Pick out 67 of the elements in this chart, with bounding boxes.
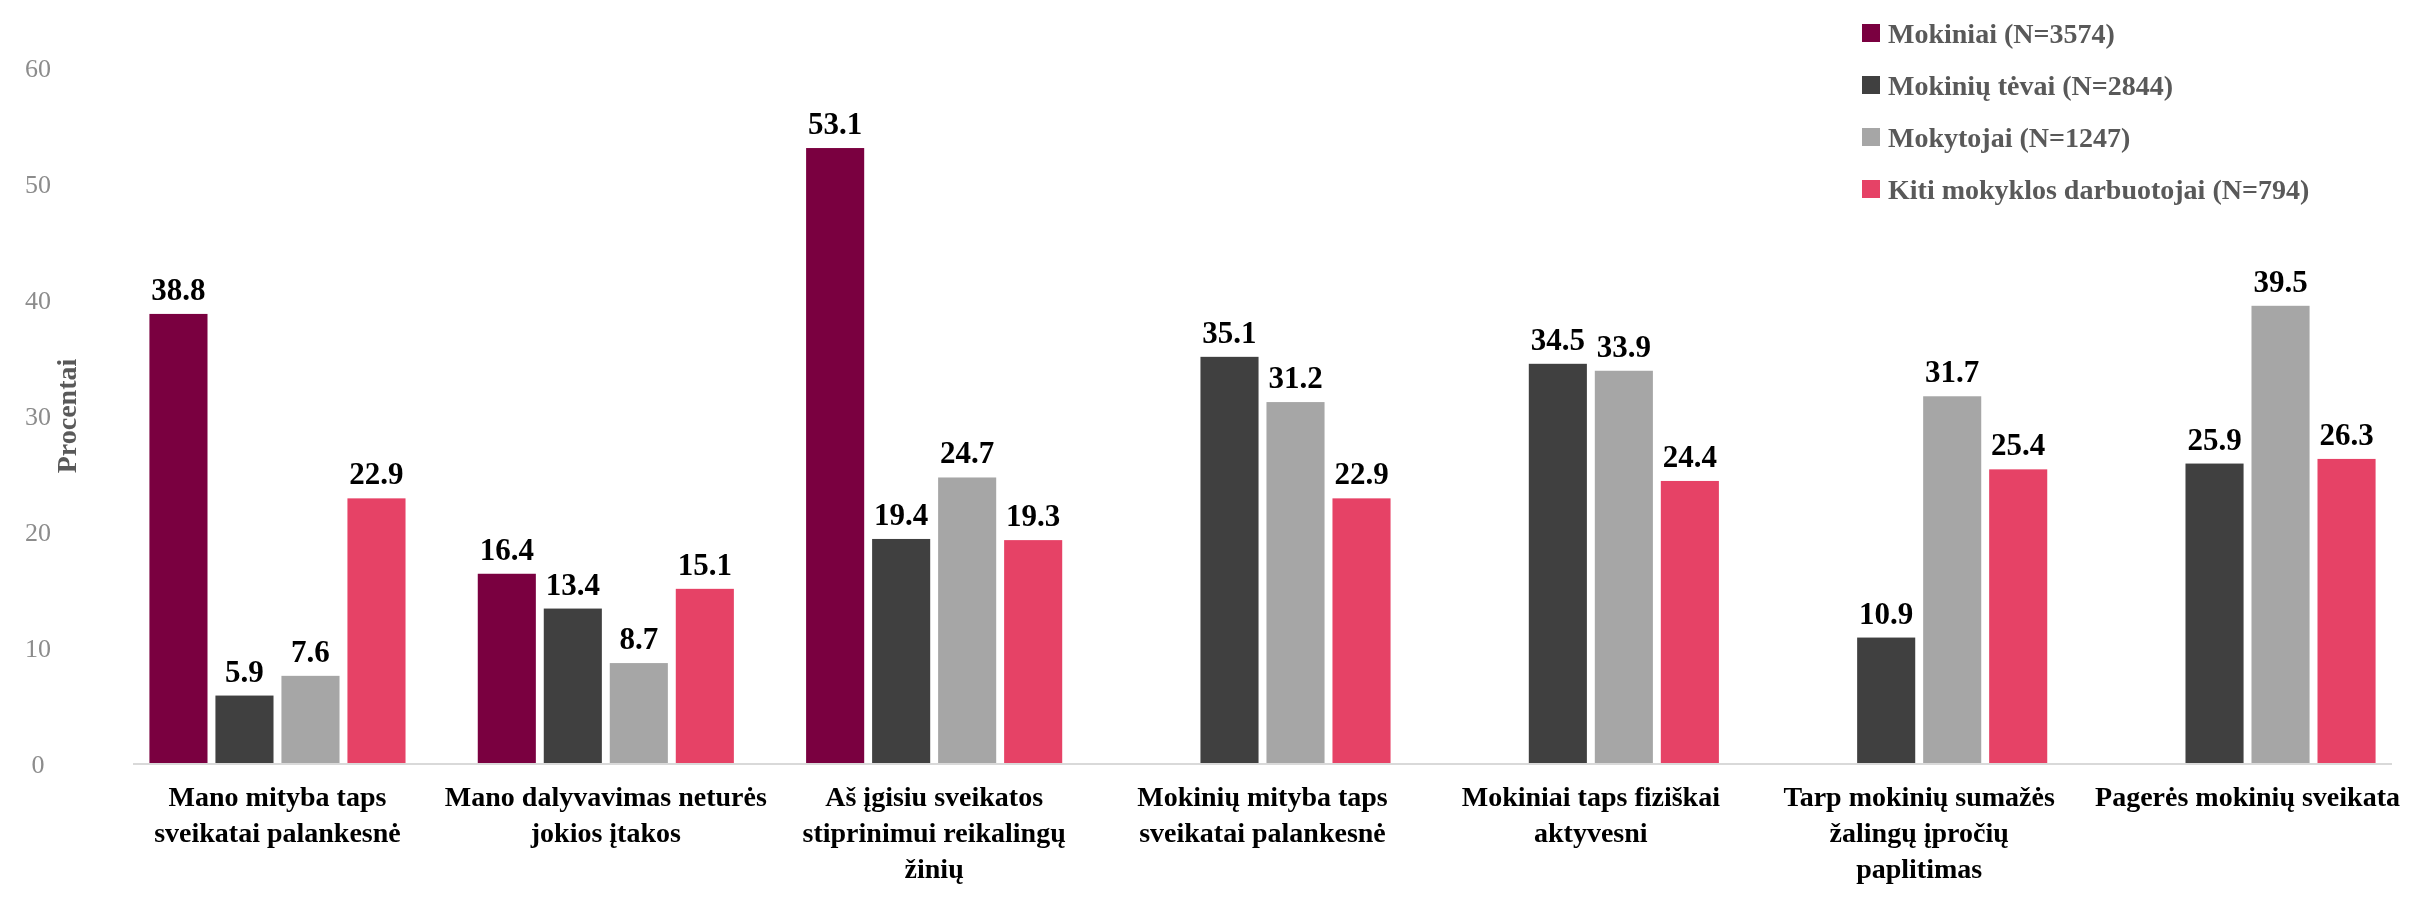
data-label: 25.4 — [1991, 427, 2046, 463]
data-label: 16.4 — [479, 531, 534, 567]
y-tick-label: 0 — [31, 750, 45, 780]
x-tick-label: Mano mityba taps sveikatai palankesnė — [154, 781, 401, 848]
bar — [2251, 305, 2310, 764]
bar — [1594, 370, 1653, 764]
legend-label: Mokytojai (N=1247) — [1888, 121, 2131, 153]
data-label: 26.3 — [2319, 416, 2374, 452]
bar — [938, 477, 997, 764]
data-label: 8.7 — [619, 621, 659, 657]
bar — [477, 573, 536, 764]
legend-label: Mokinių tėvai (N=2844) — [1888, 69, 2174, 101]
bar — [1528, 363, 1587, 764]
bar — [281, 675, 340, 764]
data-label: 15.1 — [677, 546, 732, 582]
data-label: 22.9 — [1334, 456, 1389, 492]
data-label: 33.9 — [1596, 328, 1651, 364]
data-label: 7.6 — [291, 633, 330, 669]
data-label: 19.4 — [874, 496, 929, 532]
y-tick-label: 40 — [25, 286, 51, 316]
bar — [215, 695, 274, 764]
bar — [1923, 396, 1982, 764]
x-tick-label: Aš įgisiu sveikatos stiprinimui reikalingų žinių — [802, 781, 1066, 884]
bar — [1200, 356, 1259, 764]
x-tick-label: Mano dalyvavimas neturės jokios įtakos — [444, 781, 767, 848]
bar — [543, 608, 602, 764]
data-label: 24.7 — [940, 435, 995, 471]
data-label: 31.2 — [1268, 360, 1323, 396]
x-tick-label: Tarp mokinių sumažės žalingų įpročių paplitimas — [1783, 781, 2055, 884]
bar — [2317, 458, 2376, 764]
y-axis-title: Procentai — [51, 358, 82, 474]
bar — [1266, 402, 1325, 764]
y-tick-label: 10 — [25, 634, 51, 664]
y-tick-label: 50 — [25, 170, 51, 200]
bar — [1857, 637, 1916, 764]
data-label: 31.7 — [1925, 354, 1980, 390]
legend-label: Kiti mokyklos darbuotojai (N=794) — [1888, 173, 2310, 205]
bar — [806, 148, 865, 764]
data-label: 10.9 — [1859, 595, 1914, 631]
y-tick-label: 20 — [25, 518, 51, 548]
y-tick-label: 60 — [25, 54, 51, 84]
data-label: 53.1 — [808, 106, 863, 142]
data-label: 19.3 — [1006, 498, 1061, 534]
data-label: 39.5 — [2253, 263, 2308, 299]
bar — [1989, 469, 2048, 764]
x-tick-label: Mokinių mityba taps sveikatai palankesnė — [1137, 781, 1388, 848]
data-label: 22.9 — [349, 456, 404, 492]
y-tick-label: 30 — [25, 402, 51, 432]
bar — [2185, 463, 2244, 764]
bar — [1004, 540, 1063, 764]
data-label: 34.5 — [1530, 321, 1585, 357]
data-label: 38.8 — [151, 271, 206, 307]
bar — [675, 588, 734, 764]
data-label: 13.4 — [545, 566, 600, 602]
x-tick-label: Pagerės mokinių sveikata — [2095, 781, 2400, 812]
bar — [1660, 480, 1719, 764]
data-label: 24.4 — [1662, 438, 1717, 474]
data-label: 35.1 — [1202, 314, 1257, 350]
data-label: 5.9 — [225, 653, 264, 689]
bar — [872, 538, 931, 764]
legend-label: Mokiniai (N=3574) — [1888, 17, 2115, 49]
bar — [609, 663, 668, 764]
bar — [347, 498, 406, 764]
data-label: 25.9 — [2187, 421, 2242, 457]
bar — [149, 313, 208, 764]
bar — [1332, 498, 1391, 764]
x-tick-label: Mokiniai taps fiziškai aktyvesni — [1461, 781, 1721, 848]
